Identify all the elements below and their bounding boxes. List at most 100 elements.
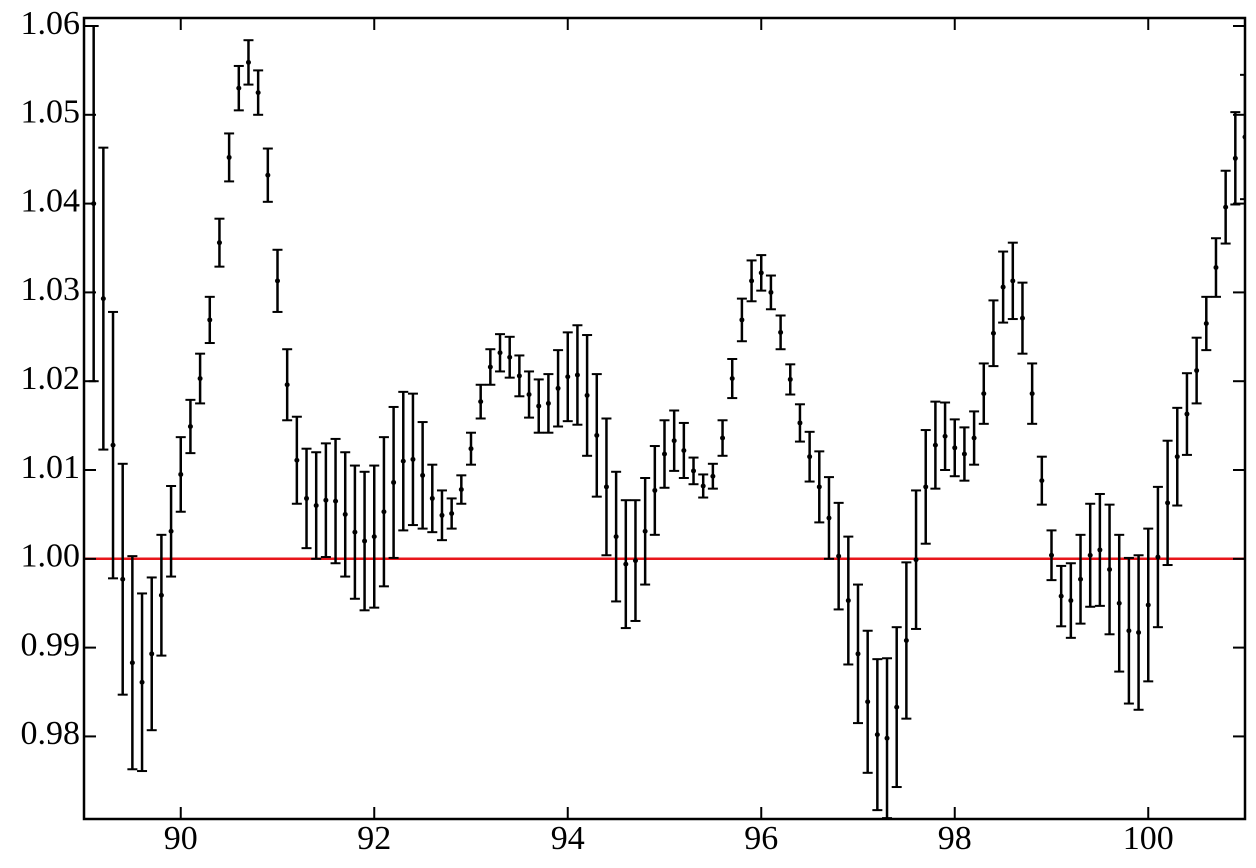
data-point [1184,411,1190,417]
y-tick-label: 1.01 [21,449,81,486]
data-point [420,472,426,478]
data-point [536,403,542,409]
data-point [758,270,764,276]
data-point [294,457,300,463]
data-point [371,534,377,540]
y-tick-label: 0.98 [21,715,81,752]
data-point [187,423,193,429]
data-point [1232,155,1238,161]
data-point [449,511,455,517]
data-point [787,376,793,382]
x-tick-label: 98 [938,820,972,857]
data-point [1145,602,1151,608]
data-point [439,512,445,518]
data-point [990,330,996,336]
data-point [903,638,909,644]
data-point [342,511,348,517]
data-point [623,561,629,567]
data-point [971,435,977,441]
data-point [555,385,561,391]
data-point [400,458,406,464]
data-point [584,392,590,398]
y-tick-label: 0.99 [21,626,81,663]
data-point [1039,478,1045,484]
x-tick-label: 100 [1123,820,1174,857]
y-tick-label: 1.02 [21,360,81,397]
data-point [749,278,755,284]
data-point [255,90,261,96]
data-point [381,509,387,515]
data-point [913,557,919,563]
data-point [961,451,967,457]
data-point [642,528,648,534]
data-point [497,350,503,356]
data-point [671,438,677,444]
data-point [1165,500,1171,506]
data-point [729,376,735,382]
data-point [720,435,726,441]
x-tick-label: 96 [744,820,778,857]
data-point [613,534,619,540]
data-point [1223,204,1229,210]
data-point [197,376,203,382]
data-point [874,732,880,738]
data-point [1116,600,1122,606]
data-point [487,364,493,370]
data-point [1203,320,1209,326]
x-tick-label: 92 [357,820,391,857]
data-point [1000,284,1006,290]
data-point [1068,598,1074,604]
x-tick-label: 90 [164,820,198,857]
data-point [778,329,784,335]
data-point [1174,454,1180,460]
data-point [865,699,871,705]
data-point [710,473,716,479]
y-tick-label: 1.06 [21,5,81,42]
data-point [574,372,580,378]
y-tick-label: 1.05 [21,94,81,131]
data-point [110,442,116,448]
data-point [739,317,745,323]
data-point [207,317,213,323]
data-point [226,154,232,160]
data-point [1194,368,1200,374]
data-point [836,553,842,559]
data-point [1029,391,1035,397]
data-point [594,432,600,438]
data-point [391,479,397,485]
data-point [507,354,513,360]
data-point [458,487,464,493]
data-point [265,172,271,178]
data-point [1213,265,1219,271]
y-tick-label: 1.04 [21,182,81,219]
data-point [284,382,290,388]
data-point [662,451,667,457]
data-point [700,483,706,489]
data-point [1155,554,1161,560]
data-point [149,651,155,657]
data-point [768,289,774,295]
data-point [603,484,609,490]
data-point [168,528,174,534]
data-point [942,433,948,439]
data-point [1107,566,1113,572]
data-point [894,704,900,710]
data-point [429,495,435,501]
data-point [304,495,310,501]
data-point [100,296,106,302]
x-tick-label: 94 [551,820,585,857]
data-point [139,679,145,685]
data-point [1097,547,1103,553]
data-point [1019,315,1025,321]
y-tick-label: 1.00 [21,538,81,575]
data-point [333,498,339,504]
data-point [1087,552,1093,558]
data-point [952,445,958,451]
data-point [516,373,522,379]
data-point [323,497,329,503]
data-point [565,374,571,380]
data-point [1049,552,1054,558]
data-point [826,515,832,521]
